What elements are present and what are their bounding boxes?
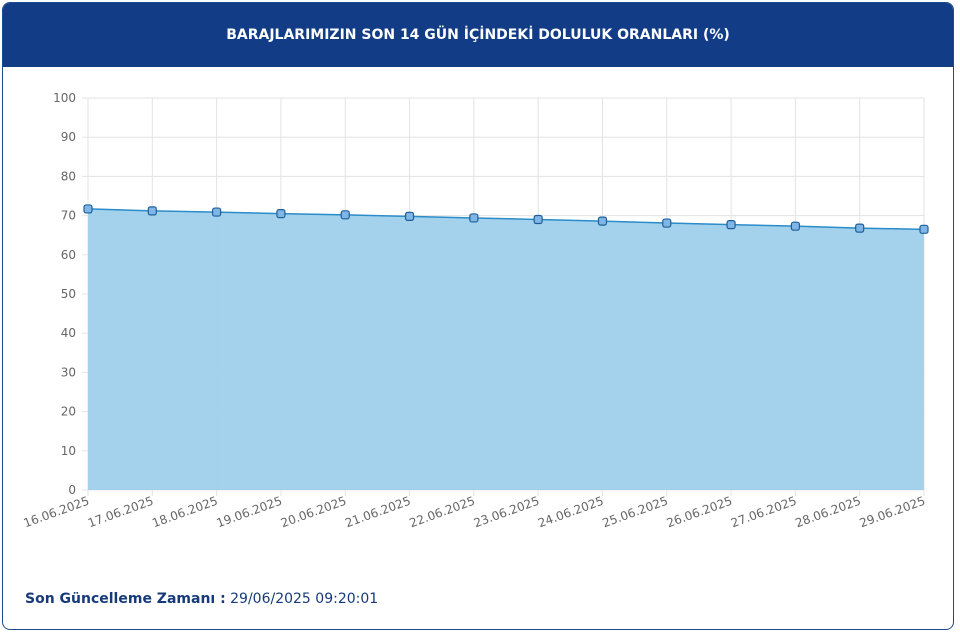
x-tick-label: 19.06.2025 — [215, 494, 284, 531]
point — [147, 206, 157, 216]
y-tick-label: 20 — [61, 405, 76, 419]
update-label: Son Güncelleme Zamanı : — [25, 591, 226, 607]
line — [87, 208, 925, 231]
y-tick-label: 50 — [61, 287, 76, 301]
point — [469, 213, 479, 223]
x-tick-label: 20.06.2025 — [279, 494, 348, 531]
point — [533, 214, 543, 225]
x-tick-label: 24.06.2025 — [536, 494, 605, 531]
x-tick-label: 23.06.2025 — [472, 494, 541, 531]
x-tick-label: 26.06.2025 — [665, 494, 734, 531]
point — [404, 211, 415, 221]
x-tick-label: 25.06.2025 — [600, 494, 669, 531]
y-tick-label: 0 — [68, 483, 76, 497]
y-tick-label: 80 — [61, 169, 76, 183]
point — [597, 216, 608, 226]
y-tick-label: 60 — [61, 248, 76, 262]
point — [83, 204, 93, 214]
x-tick-label: 29.06.2025 — [858, 494, 927, 531]
point — [726, 220, 736, 230]
x-tick-label: 28.06.2025 — [793, 494, 862, 531]
x-tick-label: 17.06.2025 — [86, 494, 155, 531]
x-tick-label: 18.06.2025 — [150, 494, 219, 531]
point — [276, 209, 286, 219]
area — [88, 208, 924, 490]
y-tick-label: 100 — [53, 91, 76, 105]
update-time: Son Güncelleme Zamanı : 29/06/2025 09:20… — [25, 591, 378, 607]
x-tick-label: 22.06.2025 — [408, 494, 477, 531]
x-tick-label: 21.06.2025 — [343, 494, 412, 531]
y-tick-label: 70 — [61, 209, 76, 223]
y-tick-label: 90 — [61, 130, 76, 144]
x-tick-label: 27.06.2025 — [729, 494, 798, 531]
point — [662, 218, 672, 228]
x-tick-label: 16.06.2025 — [22, 494, 91, 531]
point — [790, 221, 800, 231]
point — [340, 210, 350, 220]
y-tick-label: 10 — [61, 444, 76, 458]
point — [855, 223, 865, 233]
y-tick-label: 30 — [61, 365, 76, 379]
update-value: 29/06/2025 09:20:01 — [230, 591, 379, 607]
y-tick-label: 40 — [61, 326, 76, 340]
point — [919, 224, 929, 234]
point — [212, 207, 222, 217]
chart-title: BARAJLARIMIZIN SON 14 GÜN İÇİNDEKİ DOLUL… — [3, 3, 953, 67]
